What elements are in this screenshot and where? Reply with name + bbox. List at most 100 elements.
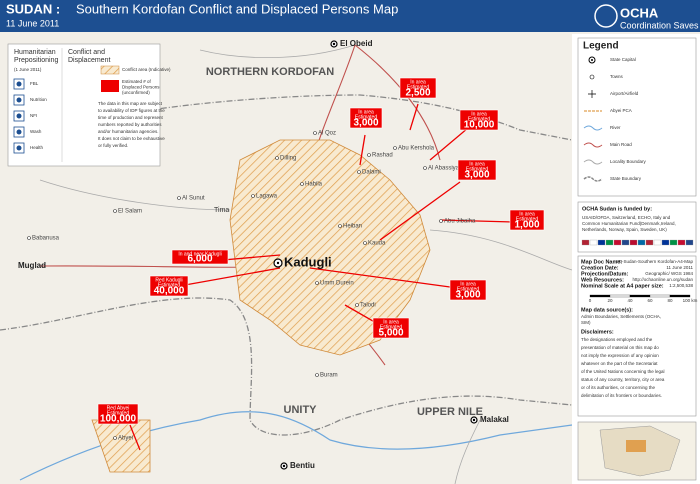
capital-label: Kadugli xyxy=(284,254,332,269)
legend-item: Locality Boundary xyxy=(610,159,647,164)
callout-value: 100,000 xyxy=(100,414,137,425)
disclaimer-text: presentation of material on this map do xyxy=(581,345,659,350)
town-label: Abu Kershola xyxy=(398,146,435,152)
town-label: El Salam xyxy=(118,209,142,215)
donor-flag xyxy=(677,239,686,246)
callout-box xyxy=(97,403,139,425)
state-capital-dot xyxy=(276,261,280,265)
info-box xyxy=(577,255,697,417)
donor-flag xyxy=(669,239,678,246)
funding-text: USAID/OFDA, Switzerland, ECHO, Italy and xyxy=(582,215,671,220)
note: It does not claim to be exhaustive xyxy=(98,136,165,141)
town-label: Dalami xyxy=(362,170,381,176)
scale-segment xyxy=(589,294,611,298)
note: The data in this map are subject xyxy=(98,101,163,106)
donor-flag xyxy=(637,239,646,246)
funding-box xyxy=(577,201,697,253)
town-label: Umm Durein xyxy=(320,281,354,287)
note: or fully verified. xyxy=(98,143,128,148)
info-key: Projection/Datum: xyxy=(581,271,629,277)
info-key: Web Resources: xyxy=(581,277,624,283)
disclaimer-text: delimitation of its frontiers or boundar… xyxy=(581,393,662,398)
s xyxy=(588,90,596,98)
legend-item: Conflict area (Indicative) xyxy=(122,67,171,72)
town-marker xyxy=(355,303,359,307)
funding-text: Common Humanitarian Fund(Denmark,Ireland… xyxy=(582,221,676,226)
capital-label: Malakal xyxy=(480,415,509,424)
scale-segment xyxy=(609,294,631,298)
callout-box xyxy=(399,77,437,99)
callout-label: Estimated xyxy=(468,116,490,122)
town-label: Kauda xyxy=(368,241,386,247)
callout-line xyxy=(409,103,419,131)
town-label: Tima xyxy=(214,207,229,214)
town-label: Buram xyxy=(320,373,338,379)
callout-label: In area xyxy=(469,161,485,167)
region-label: UPPER NILE xyxy=(417,406,483,418)
header-bar xyxy=(0,0,700,32)
info-key: Nominal Scale at A4 paper size: xyxy=(581,283,664,289)
town-marker xyxy=(367,153,371,157)
callout-line xyxy=(309,267,451,288)
donor-flag xyxy=(589,239,598,246)
icon-glyph xyxy=(16,129,22,135)
town-label: Lagawa xyxy=(256,194,278,200)
note: to availability of IDP figures at the xyxy=(98,108,165,113)
callout-label: Estimated xyxy=(107,410,129,416)
callout-line xyxy=(379,181,461,241)
callout-value: 3,000 xyxy=(464,170,489,181)
callout-label: In area xyxy=(519,211,535,217)
callout-box xyxy=(449,279,487,301)
callout-box xyxy=(349,107,383,129)
callout-box xyxy=(459,109,499,131)
town-marker xyxy=(177,196,181,200)
disclaimer-text: of the United Nations concerning the leg… xyxy=(581,369,665,374)
town-marker xyxy=(313,131,317,135)
scale-tick: 0 xyxy=(589,298,592,303)
s xyxy=(591,59,593,61)
s xyxy=(583,176,603,182)
scale-segment xyxy=(649,294,671,298)
sources-text: SIM) xyxy=(581,320,591,325)
donor-flag xyxy=(645,239,654,246)
panel-title: Conflict and xyxy=(68,49,105,56)
callout-line xyxy=(129,424,141,451)
callout-box xyxy=(372,317,410,339)
panel-title: Displacement xyxy=(68,57,110,64)
sources-title: Map data source(s): xyxy=(581,307,633,313)
town-label: Rashad xyxy=(372,153,393,159)
callout-line xyxy=(184,267,281,286)
info-value: 1:2,500,538 xyxy=(669,283,693,288)
callout-value: 3,000 xyxy=(353,118,378,129)
town-marker xyxy=(27,236,31,240)
callout-label: Red Kadugli xyxy=(155,277,182,283)
legend-item: Main Road xyxy=(610,142,632,147)
donor-flag xyxy=(613,239,622,246)
map-title: Southern Kordofan Conflict and Displaced… xyxy=(76,1,398,16)
legend-item: Nutrition xyxy=(30,97,47,102)
callout-value: 5,000 xyxy=(378,328,403,339)
callout-value: 6,000 xyxy=(187,254,212,265)
scale-tick: 80 xyxy=(667,298,673,303)
s xyxy=(589,74,595,80)
legend-box xyxy=(577,37,697,197)
note: numbers reported by authorities xyxy=(98,122,162,127)
donor-flag xyxy=(621,239,630,246)
town-marker xyxy=(393,146,397,150)
state-capital-dot xyxy=(282,464,286,468)
state-boundary xyxy=(0,297,573,436)
legend-item: River xyxy=(610,125,621,130)
locality-boundary xyxy=(39,44,573,484)
callout-label: In area xyxy=(410,79,426,85)
town-marker xyxy=(251,194,255,198)
town-label: Dilling xyxy=(280,156,296,162)
town-marker xyxy=(439,219,443,223)
sources-text: Admin Boundaries, Settlements (OCHA, xyxy=(581,314,661,319)
region-label: UNITY xyxy=(284,404,318,416)
funding-title: OCHA Sudan is funded by: xyxy=(582,206,652,212)
state-capital-dot xyxy=(332,42,336,46)
town-label: Muglad xyxy=(18,261,46,270)
state-capital-dot xyxy=(472,418,476,422)
town-label: Al Sunut xyxy=(182,196,205,202)
callout-line xyxy=(439,219,514,223)
